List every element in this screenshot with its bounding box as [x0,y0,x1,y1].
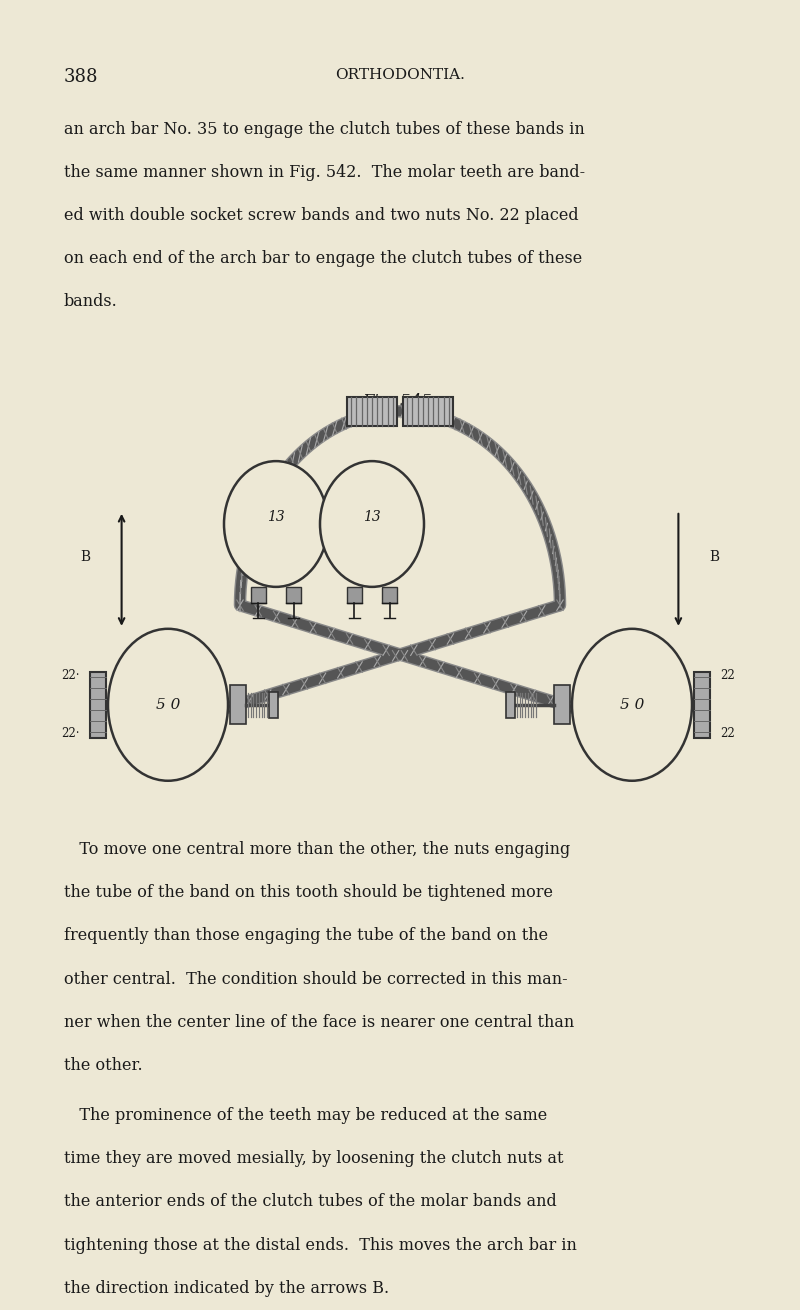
Text: B: B [710,550,719,563]
Ellipse shape [108,629,228,781]
Text: The prominence of the teeth may be reduced at the same: The prominence of the teeth may be reduc… [64,1107,547,1124]
Text: other central.  The condition should be corrected in this man-: other central. The condition should be c… [64,971,568,988]
Bar [382,587,397,603]
Text: 5 0: 5 0 [156,698,180,711]
Text: the other.: the other. [64,1057,142,1074]
Bar [347,587,362,603]
Text: time they are moved mesially, by loosening the clutch nuts at: time they are moved mesially, by looseni… [64,1150,563,1167]
Text: 22·: 22· [62,669,80,683]
Text: 13: 13 [267,511,285,524]
Text: 5 0: 5 0 [620,698,644,711]
Text: Fig. 545.: Fig. 545. [362,393,438,410]
Text: an arch bar No. 35 to engage the clutch tubes of these bands in: an arch bar No. 35 to engage the clutch … [64,121,585,138]
Text: the anterior ends of the clutch tubes of the molar bands and: the anterior ends of the clutch tubes of… [64,1193,557,1210]
Text: B: B [81,550,90,563]
Bar [403,397,453,426]
Text: To move one central more than the other, the nuts engaging: To move one central more than the other,… [64,841,570,858]
Text: 388: 388 [64,68,98,86]
Text: frequently than those engaging the tube of the band on the: frequently than those engaging the tube … [64,927,548,945]
Text: the tube of the band on this tooth should be tightened more: the tube of the band on this tooth shoul… [64,884,553,901]
Bar [269,692,278,718]
Text: bands.: bands. [64,293,118,310]
Bar [251,587,266,603]
Bar [90,672,106,738]
Bar [694,672,710,738]
Text: ed with double socket screw bands and two nuts No. 22 placed: ed with double socket screw bands and tw… [64,207,578,224]
Text: 22: 22 [720,669,734,683]
Ellipse shape [572,629,692,781]
Ellipse shape [320,461,424,587]
Text: tightening those at the distal ends.  This moves the arch bar in: tightening those at the distal ends. Thi… [64,1237,577,1254]
Text: the direction indicated by the arrows B.: the direction indicated by the arrows B. [64,1280,389,1297]
Bar [506,692,515,718]
Text: the same manner shown in Fig. 542.  The molar teeth are band-: the same manner shown in Fig. 542. The m… [64,164,585,181]
Text: ner when the center line of the face is nearer one central than: ner when the center line of the face is … [64,1014,574,1031]
Text: 22·: 22· [62,727,80,740]
Bar [230,685,246,724]
Text: 22: 22 [720,727,734,740]
Text: on each end of the arch bar to engage the clutch tubes of these: on each end of the arch bar to engage th… [64,250,582,267]
Ellipse shape [224,461,328,587]
Bar [286,587,301,603]
Text: 13: 13 [363,511,381,524]
Bar [347,397,397,426]
Bar [554,685,570,724]
Text: ORTHODONTIA.: ORTHODONTIA. [335,68,465,83]
